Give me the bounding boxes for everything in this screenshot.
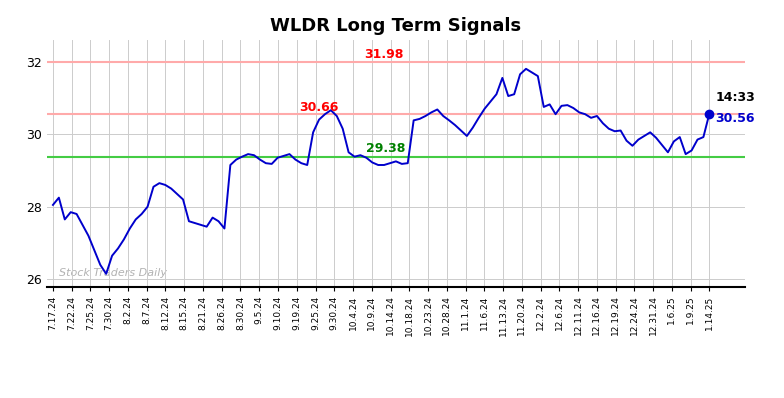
Text: 30.56: 30.56 <box>715 112 755 125</box>
Title: WLDR Long Term Signals: WLDR Long Term Signals <box>270 18 521 35</box>
Text: Stock Traders Daily: Stock Traders Daily <box>59 268 167 278</box>
Text: 31.98: 31.98 <box>365 48 404 61</box>
Text: 29.38: 29.38 <box>366 142 406 155</box>
Text: 14:33: 14:33 <box>715 91 755 103</box>
Text: 30.66: 30.66 <box>299 101 339 114</box>
